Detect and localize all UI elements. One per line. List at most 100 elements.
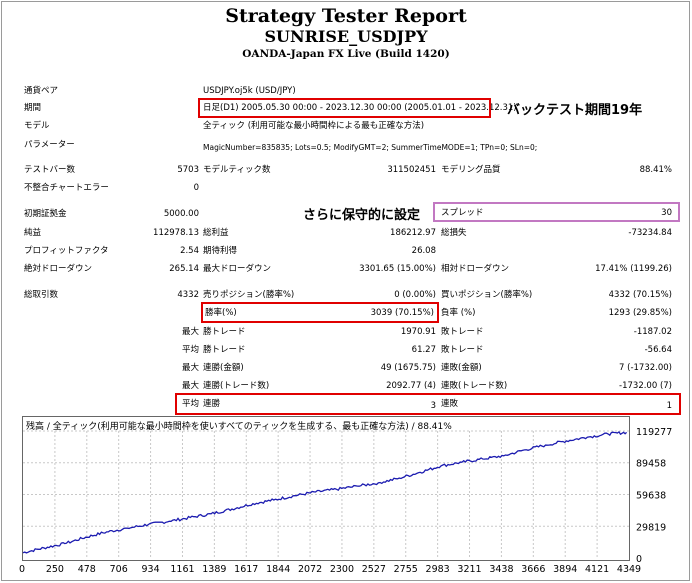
total-trades-value: 4332 [177,290,199,300]
spread-highlight-box [433,202,680,222]
relative-drawdown-label: 相対ドローダウン [441,264,510,274]
x-tick-label: 1161 [170,564,194,575]
quality-label: モデリング品質 [441,165,501,175]
x-tick-label: 706 [110,564,128,575]
winrate-highlight-box [201,302,439,323]
x-tick-label: 3211 [457,564,481,575]
max-consec-count-row-label: 最大 [181,381,199,391]
y-tick-label: 89458 [636,459,666,470]
pair-label: 通貨ペア [24,86,59,96]
maximal-drawdown-value: 3301.65 (15.00%) [359,264,436,274]
bars-value: 5703 [177,165,199,175]
relative-drawdown-value: 17.41% (1199.26) [595,264,672,274]
mismatch-label: 不整合チャートエラー [24,183,109,193]
x-tick-label: 2072 [298,564,322,575]
balance-chart-panel [22,416,630,561]
average-loss-label: 敗トレード [441,345,484,355]
largest-win-value: 1970.91 [400,327,436,337]
chart-caption: 残高 / 全ティック(利用可能な最小時間枠を使いすべてのティックを生成する、最も… [26,422,452,432]
consec-wins-money-label: 連勝(金額) [203,363,244,373]
consec-losses-money-label: 連敗(金額) [441,363,482,373]
avg-win-row-label: 平均 [181,345,199,355]
gross-profit-value: 186212.97 [390,228,436,238]
total-trades-label: 総取引数 [24,290,59,300]
winrate-label: 勝率(%) [205,308,237,318]
profit-factor-value: 2.54 [180,246,199,256]
max-consec-row-label: 最大 [181,363,199,373]
average-loss-value: -56.64 [644,345,672,355]
params-label: パラメーター [24,140,75,150]
balance-series-line [22,430,628,554]
mismatch-value: 0 [193,183,199,193]
deposit-value: 5000.00 [163,209,199,219]
x-tick-label: 4349 [617,564,641,575]
absolute-drawdown-value: 265.14 [169,264,199,274]
absolute-drawdown-label: 絶対ドローダウン [24,264,93,274]
gross-profit-label: 総利益 [203,228,229,238]
average-win-value: 61.27 [411,345,436,355]
consec-loss-count-value: -1732.00 (7) [619,381,672,391]
x-tick-label: 3894 [553,564,577,575]
expected-payoff-label: 期待利得 [203,246,238,256]
period-highlight-box [198,98,491,118]
x-tick-label: 1844 [266,564,290,575]
avg-consec-losses-value: 1 [666,401,672,411]
short-positions-value: 0 (0.00%) [394,290,436,300]
x-tick-label: 934 [142,564,160,575]
ticks-value: 311502451 [387,165,436,175]
x-tick-label: 2755 [394,564,418,575]
x-tick-label: 2983 [426,564,450,575]
model-value: 全ティック (利用可能な最小時間枠による最も正確な方法) [203,121,425,131]
long-positions-value: 4332 (70.15%) [608,290,672,300]
avg-consec-highlight-box [175,393,681,415]
largest-loss-label: 敗トレード [441,327,484,337]
consec-losses-money-value: 7 (-1732.00) [619,363,672,373]
avg-consec-losses-label: 連敗 [441,399,459,409]
spread-label: スプレッド [441,208,484,218]
pair-value: USDJPY.oj5k (USD/JPY) [203,86,296,96]
x-tick-label: 0 [19,564,25,575]
x-tick-label: 3666 [521,564,545,575]
y-tick-label: 0 [636,554,642,565]
consec-loss-count-label: 連敗(トレード数) [441,381,508,391]
net-profit-label: 純益 [24,228,42,238]
consec-profit-label: 連勝(トレード数) [203,381,270,391]
consec-profit-value: 2092.77 (4) [386,381,436,391]
ticks-label: モデルティック数 [203,165,271,175]
deposit-label: 初期証拠金 [24,209,67,219]
avg-consec-wins-label: 連勝 [203,399,221,409]
average-win-label: 勝トレード [203,345,246,355]
server-name: OANDA-Japan FX Live (Build 1420) [242,48,450,60]
period-label: 期間 [24,103,42,113]
x-tick-label: 3438 [489,564,513,575]
lossrate-value: 1293 (29.85%) [608,308,672,318]
period-annotation: バックテスト期間19年 [507,103,643,118]
x-tick-label: 4121 [585,564,609,575]
x-tick-label: 2527 [362,564,386,575]
short-positions-label: 売りポジション(勝率%) [203,290,295,300]
winrate-value: 3039 (70.15%) [370,308,434,318]
long-positions-label: 買いポジション(勝率%) [441,290,533,300]
params-value: MagicNumber=835835; Lots=0.5; ModifyGMT=… [203,143,538,152]
expert-name: SUNRISE_USDJPY [264,27,428,46]
x-tick-label: 2300 [330,564,354,575]
x-tick-label: 250 [46,564,64,575]
y-tick-label: 29819 [636,522,666,533]
y-tick-label: 119277 [636,427,672,438]
largest-win-label: 勝トレード [203,327,246,337]
x-tick-label: 478 [78,564,96,575]
lossrate-label: 負率 (%) [441,308,476,318]
avg-consec-wins-value: 3 [430,401,436,411]
profit-factor-label: プロフィットファクタ [24,246,109,256]
avg-consec-row-label: 平均 [181,399,199,409]
report-title: Strategy Tester Report [225,5,467,27]
period-value: 日足(D1) 2005.05.30 00:00 - 2023.12.30 00:… [203,103,517,113]
spread-value: 30 [661,208,672,218]
x-tick-label: 1617 [234,564,258,575]
expected-payoff-value: 26.08 [411,246,436,256]
gross-loss-label: 総損失 [441,228,467,238]
maximal-drawdown-label: 最大ドローダウン [203,264,272,274]
